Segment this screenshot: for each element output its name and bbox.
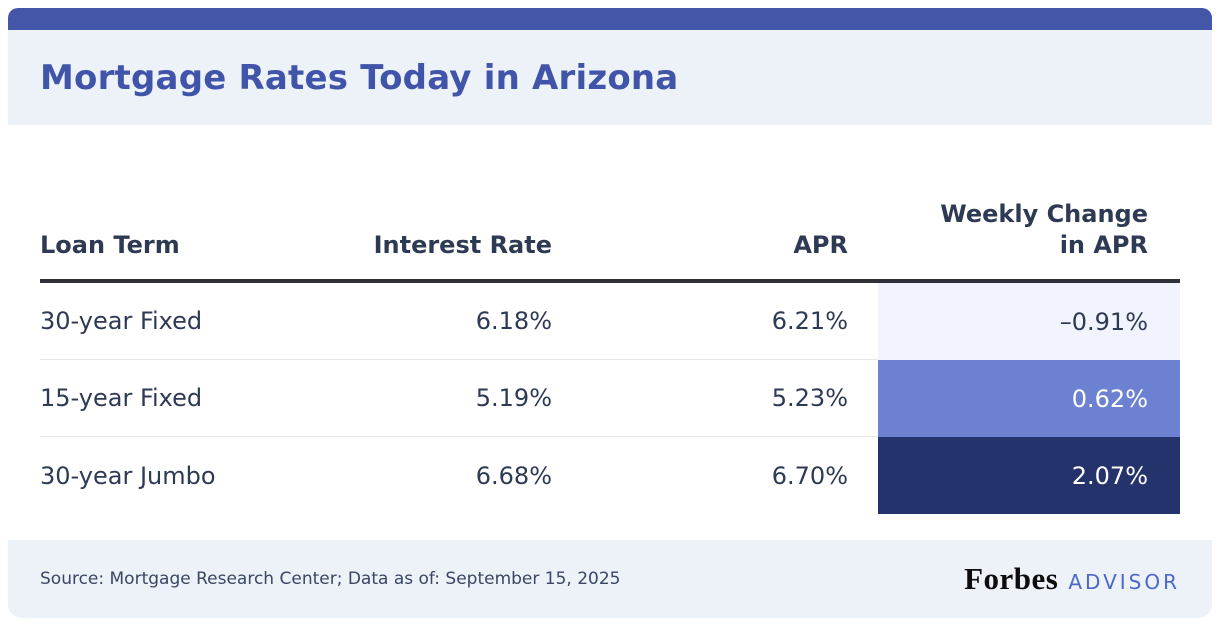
weekly-change-value: 2.07%: [878, 437, 1180, 514]
advisor-wordmark: ADVISOR: [1068, 570, 1180, 594]
interest-rate-value: 6.18%: [290, 283, 552, 360]
apr-value: 6.21%: [552, 283, 848, 360]
table-header-row: Loan Term Interest Rate APR Weekly Chang…: [40, 125, 1180, 283]
forbes-wordmark: Forbes: [964, 561, 1059, 596]
column-header-weekly-change: Weekly Change in APR: [940, 199, 1148, 259]
loan-term-value: 30-year Jumbo: [40, 461, 216, 490]
mortgage-rates-table: Loan Term Interest Rate APR Weekly Chang…: [40, 125, 1180, 514]
header-band: Mortgage Rates Today in Arizona: [8, 30, 1212, 125]
apr-value: 5.23%: [552, 360, 848, 437]
weekly-change-value: 0.62%: [878, 360, 1180, 437]
column-gap: [848, 283, 878, 360]
page-title: Mortgage Rates Today in Arizona: [40, 57, 679, 98]
interest-rate-value: 5.19%: [290, 360, 552, 437]
source-attribution: Source: Mortgage Research Center; Data a…: [40, 569, 621, 589]
footer-band: Source: Mortgage Research Center; Data a…: [8, 540, 1212, 618]
weekly-change-value: –0.91%: [878, 283, 1180, 360]
top-accent-bar: [8, 8, 1212, 30]
interest-rate-value: 6.68%: [475, 461, 552, 490]
column-header-loan-term: Loan Term: [40, 230, 180, 259]
table-row: 30-year Jumbo 6.68% 6.70% 2.07%: [40, 437, 1180, 514]
column-header-interest-rate: Interest Rate: [373, 230, 552, 259]
column-gap: [848, 360, 878, 437]
forbes-advisor-logo: Forbes ADVISOR: [964, 561, 1180, 597]
apr-value: 6.70%: [771, 461, 848, 490]
column-gap: [848, 437, 878, 514]
loan-term-value: 30-year Fixed: [40, 283, 290, 360]
column-header-apr: APR: [793, 230, 848, 259]
loan-term-value: 15-year Fixed: [40, 360, 290, 437]
column-gap: [848, 125, 878, 279]
table-row: 15-year Fixed 5.19% 5.23% 0.62%: [40, 360, 1180, 437]
table-row: 30-year Fixed 6.18% 6.21% –0.91%: [40, 283, 1180, 360]
